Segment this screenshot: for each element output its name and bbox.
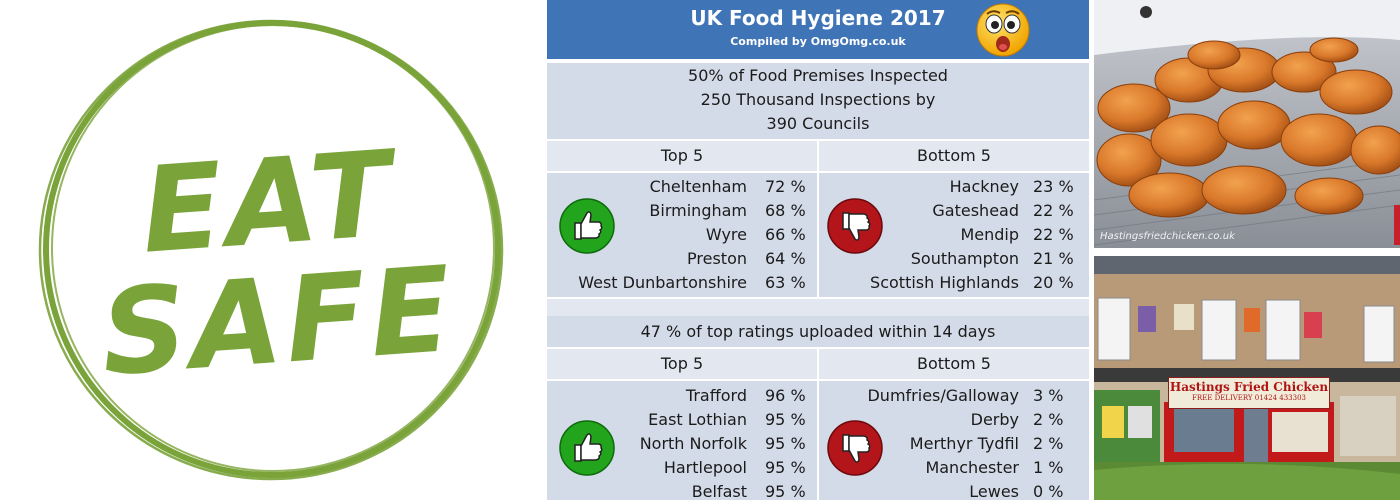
section2-bottom-cell: Dumfries/Galloway Derby Merthyr Tydfil M…	[819, 381, 1089, 500]
council-pct: 95 %	[765, 458, 806, 477]
council-name: Birmingham	[649, 201, 747, 220]
council-name: North Norfolk	[639, 434, 747, 453]
logo-text-eat: EAT	[137, 124, 404, 280]
council-pct: 2 %	[1033, 434, 1064, 453]
thumbs-down-icon	[827, 198, 883, 254]
council-name: Manchester	[925, 458, 1019, 477]
top-pct-list: 96 % 95 % 95 % 95 % 95 %	[765, 384, 817, 500]
top-names-list: Trafford East Lothian North Norfolk Hart…	[547, 384, 747, 500]
eat-safe-logo: EAT SAFE	[0, 0, 546, 500]
fried-chicken-photo: Hastingsfriedchicken.co.uk	[1094, 0, 1400, 248]
shop-sign-title: Hastings Fried Chicken	[1169, 380, 1329, 394]
council-name: Derby	[970, 410, 1019, 429]
title-band: UK Food Hygiene 2017 Compiled by OmgOmg.…	[547, 0, 1089, 59]
council-name: Lewes	[969, 482, 1019, 500]
photo-watermark: Hastingsfriedchicken.co.uk	[1100, 231, 1235, 242]
bottom-pct-list: 23 % 22 % 22 % 21 % 20 %	[1033, 175, 1089, 295]
summary-line: 50% of Food Premises Inspected	[688, 66, 948, 85]
council-name: Scottish Highlands	[870, 273, 1019, 292]
council-name: Hackney	[949, 177, 1019, 196]
takeaway-shop-photo: Hastings Fried Chicken FREE DELIVERY 014…	[1094, 256, 1400, 500]
council-pct: 22 %	[1033, 201, 1074, 220]
section1-top-cell: Cheltenham Birmingham Wyre Preston West …	[547, 173, 817, 297]
thumbs-down-icon	[827, 420, 883, 476]
council-pct: 3 %	[1033, 386, 1064, 405]
shop-sign: Hastings Fried Chicken FREE DELIVERY 014…	[1168, 377, 1330, 409]
bottom-pct-list: 3 % 2 % 2 % 1 % 0 %	[1033, 384, 1089, 500]
bottom-names-list: Hackney Gateshead Mendip Southampton Sco…	[819, 175, 1019, 295]
council-pct: 72 %	[765, 177, 806, 196]
council-pct: 66 %	[765, 225, 806, 244]
council-name: Wyre	[705, 225, 747, 244]
section2-top-header: Top 5	[547, 349, 817, 379]
council-pct: 21 %	[1033, 249, 1074, 268]
section2-summary: 47 % of top ratings uploaded within 14 d…	[547, 316, 1089, 347]
council-name: Southampton	[910, 249, 1019, 268]
council-pct: 0 %	[1033, 482, 1064, 500]
council-name: Cheltenham	[649, 177, 747, 196]
council-pct: 96 %	[765, 386, 806, 405]
council-pct: 68 %	[765, 201, 806, 220]
section1-bottom-cell: Hackney Gateshead Mendip Southampton Sco…	[819, 173, 1089, 297]
council-name: Dumfries/Galloway	[867, 386, 1019, 405]
council-pct: 1 %	[1033, 458, 1064, 477]
council-name: Belfast	[691, 482, 747, 500]
top-names-list: Cheltenham Birmingham Wyre Preston West …	[547, 175, 747, 295]
council-name: East Lothian	[648, 410, 747, 429]
summary-line: 250 Thousand Inspections by	[700, 90, 936, 109]
council-pct: 95 %	[765, 482, 806, 500]
thumbs-up-icon	[559, 420, 615, 476]
top-pct-list: 72 % 68 % 66 % 64 % 63 %	[765, 175, 817, 295]
council-pct: 2 %	[1033, 410, 1064, 429]
infographic-subtitle: Compiled by OmgOmg.co.uk	[730, 35, 906, 48]
bottom-names-list: Dumfries/Galloway Derby Merthyr Tydfil M…	[819, 384, 1019, 500]
council-pct: 95 %	[765, 434, 806, 453]
shop-sign-subtitle: FREE DELIVERY 01424 433303	[1192, 394, 1306, 402]
council-pct: 22 %	[1033, 225, 1074, 244]
council-pct: 64 %	[765, 249, 806, 268]
council-name: Gateshead	[932, 201, 1019, 220]
section-divider	[547, 299, 1089, 316]
council-name: Hartlepool	[663, 458, 747, 477]
fried-chicken-image	[1094, 0, 1400, 248]
shocked-face-icon	[976, 3, 1030, 57]
section1-top-header: Top 5	[547, 141, 817, 171]
council-name: Preston	[687, 249, 747, 268]
council-pct: 63 %	[765, 273, 806, 292]
section2-top-cell: Trafford East Lothian North Norfolk Hart…	[547, 381, 817, 500]
section1-bottom-header: Bottom 5	[819, 141, 1089, 171]
section2-bottom-header: Bottom 5	[819, 349, 1089, 379]
section1-summary: 50% of Food Premises Inspected 250 Thous…	[547, 63, 1089, 139]
council-pct: 20 %	[1033, 273, 1074, 292]
hygiene-infographic: UK Food Hygiene 2017 Compiled by OmgOmg.…	[547, 0, 1089, 500]
council-name: Trafford	[685, 386, 747, 405]
council-name: West Dunbartonshire	[578, 273, 747, 292]
summary-line: 390 Councils	[766, 114, 870, 133]
council-pct: 95 %	[765, 410, 806, 429]
logo-circle-graphic: EAT SAFE	[38, 19, 504, 481]
logo-text-safe: SAFE	[97, 240, 459, 402]
council-pct: 23 %	[1033, 177, 1074, 196]
infographic-title: UK Food Hygiene 2017	[690, 6, 946, 30]
council-name: Merthyr Tydfil	[909, 434, 1019, 453]
council-name: Mendip	[960, 225, 1019, 244]
thumbs-up-icon	[559, 198, 615, 254]
